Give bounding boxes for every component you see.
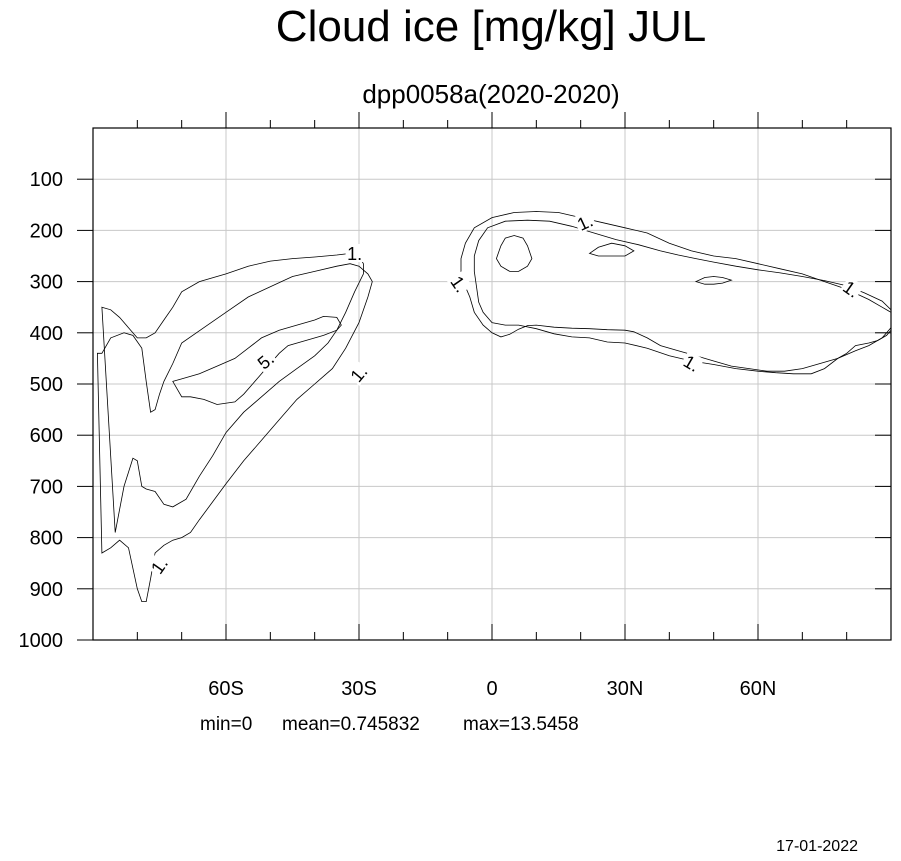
contour-label-background [572,209,597,234]
contour-label-background [146,552,172,578]
x-tick-label: 0 [486,678,497,700]
contour-sh-inner-5 [172,315,342,405]
axis-ticks [77,112,891,641]
grid-lines [93,128,891,640]
y-tick-label: 200 [30,220,63,242]
x-tick-label: 60N [740,678,777,700]
contour-label-group: 5. [252,347,278,374]
y-tick-label: 100 [30,169,63,191]
chart-subtitle: dpp0058a(2020-2020) [362,79,619,109]
contour-nh-small-far [694,276,733,285]
contour-nh-inner [473,219,892,375]
contour-label-group: 1. [345,360,372,386]
contour-label: 1. [680,351,703,376]
y-tick-label: 400 [30,323,63,345]
y-tick-label: 600 [30,425,63,447]
contour-label-group: 1. [345,244,364,264]
x-tick-label: 30N [607,678,644,700]
contour-label: 5. [254,349,278,374]
y-tick-label: 300 [30,272,63,294]
stats-max: max=13.5458 [463,714,579,735]
stats-min: min=0 [200,714,252,735]
contour-label-group: 1. [839,275,865,302]
contour-nh-outer [460,211,892,372]
contour-label: 1. [839,277,863,302]
contour-label-group: 1. [146,552,172,578]
contour-label-group: 1. [679,350,705,376]
y-tick-label: 900 [30,579,63,601]
chart-title: Cloud ice [mg/kg] JUL [276,2,706,51]
y-tick-label: 800 [30,528,63,550]
contour-label: 1. [574,210,596,234]
contour-label-background [679,350,705,375]
x-axis-tick-labels: 60S 30S 0 30N 60N [208,678,776,700]
contour-label-group: 1. [446,271,473,297]
contour-label-background [252,347,278,373]
y-tick-label: 700 [30,476,63,498]
contour-label-group: 1. [572,209,597,235]
contour-label-background [345,244,364,262]
contour-sh-outer [96,263,373,602]
contour-lines [96,211,892,602]
contour-nh-small-right [588,242,635,257]
x-tick-label: 60S [208,678,244,700]
x-tick-label: 30S [341,678,377,700]
contour-label-background [839,275,865,302]
contour-label-background [345,360,371,386]
contour-label: 1. [147,554,172,578]
footer-date: 17-01-2022 [776,838,858,855]
stats-mean: mean=0.745832 [282,714,420,735]
contour-label-background [447,271,473,297]
y-tick-label: 500 [30,374,63,396]
y-tick-label: 1000 [19,630,64,652]
contour-label: 1. [347,244,362,264]
y-axis-tick-labels: 100 200 300 400 500 600 700 800 900 1000 [19,169,64,652]
contour-label: 1. [347,362,372,386]
contour-sh-inner-1 [101,252,364,533]
contour-nh-small-center [495,235,533,272]
